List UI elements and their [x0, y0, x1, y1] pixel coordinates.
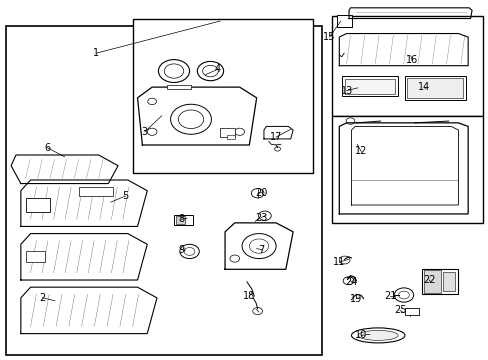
- Bar: [227, 135, 234, 139]
- Text: 14: 14: [417, 82, 429, 92]
- Text: 4: 4: [214, 64, 221, 74]
- Bar: [6, 26, 322, 355]
- Text: 19: 19: [349, 294, 362, 303]
- Bar: [407, 78, 462, 98]
- Text: 18: 18: [243, 291, 255, 301]
- Text: 13: 13: [340, 86, 352, 96]
- Bar: [442, 272, 454, 292]
- Text: 2: 2: [40, 293, 46, 303]
- Bar: [220, 128, 234, 137]
- Text: 10: 10: [354, 330, 366, 341]
- Text: 1: 1: [93, 48, 99, 58]
- Ellipse shape: [358, 330, 397, 341]
- Text: 17: 17: [269, 132, 282, 142]
- Bar: [176, 216, 185, 224]
- Bar: [26, 198, 50, 212]
- Text: 16: 16: [406, 55, 418, 65]
- Text: 9: 9: [178, 245, 184, 255]
- Text: 21: 21: [384, 291, 396, 301]
- Text: 8: 8: [178, 214, 184, 224]
- Bar: [132, 19, 312, 173]
- Text: 25: 25: [393, 305, 406, 315]
- Text: 12: 12: [354, 147, 366, 157]
- Text: 11: 11: [332, 257, 345, 267]
- Text: 7: 7: [258, 245, 264, 255]
- Text: 3: 3: [142, 127, 147, 137]
- Bar: [174, 215, 193, 225]
- Bar: [341, 76, 397, 96]
- Text: 15: 15: [323, 32, 335, 42]
- Bar: [421, 269, 458, 294]
- Text: 23: 23: [255, 212, 267, 222]
- Text: 24: 24: [345, 277, 357, 287]
- Bar: [336, 15, 352, 27]
- Ellipse shape: [351, 328, 404, 343]
- Bar: [331, 116, 482, 223]
- Bar: [79, 187, 113, 196]
- Bar: [166, 85, 191, 89]
- Bar: [424, 270, 441, 293]
- Bar: [331, 16, 482, 116]
- Bar: [344, 79, 394, 94]
- Bar: [404, 76, 465, 100]
- Text: 6: 6: [44, 143, 51, 153]
- Bar: [404, 308, 418, 315]
- Bar: [26, 251, 45, 262]
- Text: 20: 20: [255, 188, 267, 198]
- Text: 22: 22: [422, 275, 435, 285]
- Text: 5: 5: [122, 191, 128, 201]
